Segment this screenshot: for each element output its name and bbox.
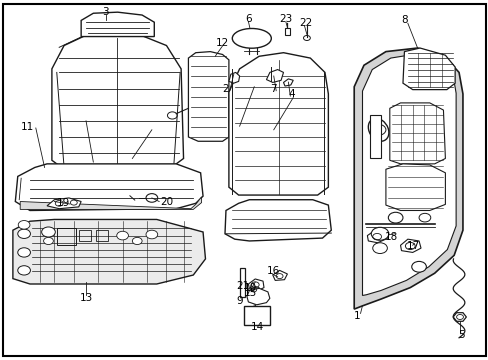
Polygon shape — [272, 270, 287, 280]
Text: 3: 3 — [102, 7, 109, 17]
Text: 12: 12 — [216, 38, 229, 48]
Circle shape — [370, 227, 388, 240]
Polygon shape — [228, 72, 239, 83]
Polygon shape — [224, 200, 330, 241]
Circle shape — [18, 266, 30, 275]
Polygon shape — [81, 12, 154, 37]
Polygon shape — [228, 53, 328, 195]
Polygon shape — [13, 220, 205, 284]
Bar — [239, 268, 245, 297]
Circle shape — [372, 243, 386, 253]
Text: 6: 6 — [244, 14, 251, 24]
Text: 14: 14 — [250, 322, 264, 332]
Text: 1: 1 — [353, 311, 359, 321]
Polygon shape — [266, 69, 283, 82]
Polygon shape — [385, 164, 445, 211]
Circle shape — [387, 212, 402, 223]
Bar — [79, 230, 91, 241]
Text: 19: 19 — [57, 198, 70, 208]
Polygon shape — [248, 286, 259, 293]
Ellipse shape — [232, 28, 271, 48]
Bar — [96, 230, 108, 241]
Circle shape — [18, 221, 30, 229]
Text: 5: 5 — [457, 330, 464, 340]
Polygon shape — [52, 33, 183, 169]
Polygon shape — [389, 103, 445, 164]
Polygon shape — [353, 48, 462, 309]
Circle shape — [18, 248, 30, 257]
Circle shape — [146, 230, 158, 239]
Text: 9: 9 — [236, 296, 243, 306]
Text: 2: 2 — [222, 84, 229, 94]
Circle shape — [370, 125, 385, 135]
Circle shape — [132, 237, 142, 244]
Polygon shape — [188, 51, 228, 141]
Circle shape — [18, 229, 30, 238]
Polygon shape — [283, 79, 293, 86]
Text: 20: 20 — [160, 197, 173, 207]
Text: 11: 11 — [21, 122, 34, 132]
Polygon shape — [400, 239, 420, 252]
Bar — [285, 28, 289, 35]
Bar — [369, 116, 380, 158]
Circle shape — [411, 261, 426, 272]
Text: 8: 8 — [400, 15, 407, 26]
Polygon shape — [246, 288, 269, 305]
Text: 15: 15 — [243, 288, 257, 298]
Circle shape — [418, 213, 430, 222]
Polygon shape — [248, 279, 264, 291]
Circle shape — [117, 231, 128, 240]
Text: 21: 21 — [236, 281, 249, 291]
Circle shape — [43, 237, 53, 244]
Text: 7: 7 — [270, 84, 277, 94]
Text: 22: 22 — [298, 18, 311, 28]
Polygon shape — [366, 230, 386, 243]
Text: 18: 18 — [385, 232, 398, 242]
Bar — [57, 228, 76, 244]
Polygon shape — [402, 48, 454, 90]
Text: 17: 17 — [406, 241, 420, 251]
Text: 23: 23 — [279, 14, 292, 24]
Circle shape — [41, 227, 55, 237]
Polygon shape — [15, 164, 203, 211]
Text: 16: 16 — [266, 266, 280, 276]
Polygon shape — [47, 198, 81, 209]
Polygon shape — [20, 197, 201, 210]
Polygon shape — [452, 313, 466, 321]
Bar — [244, 306, 269, 325]
Polygon shape — [362, 54, 455, 296]
Text: 4: 4 — [288, 89, 294, 99]
Text: 13: 13 — [79, 293, 92, 303]
Text: 10: 10 — [244, 283, 257, 293]
Ellipse shape — [367, 118, 388, 141]
